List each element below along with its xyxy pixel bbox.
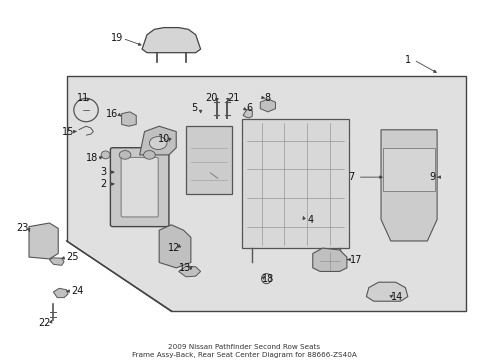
Text: 23: 23 [17, 224, 29, 233]
Text: 18: 18 [86, 153, 98, 163]
Polygon shape [380, 130, 436, 241]
Polygon shape [312, 248, 346, 271]
Polygon shape [159, 225, 190, 268]
Polygon shape [178, 266, 200, 277]
Text: 14: 14 [390, 292, 402, 302]
Polygon shape [140, 126, 176, 155]
Text: 15: 15 [61, 127, 74, 136]
Text: 20: 20 [205, 93, 217, 103]
Polygon shape [366, 282, 407, 301]
Polygon shape [29, 223, 58, 259]
Polygon shape [243, 109, 252, 118]
Text: 7: 7 [348, 172, 354, 182]
Polygon shape [53, 288, 68, 298]
Text: 5: 5 [191, 103, 198, 113]
Text: 3: 3 [100, 167, 106, 177]
Text: 19: 19 [110, 33, 122, 43]
Text: 25: 25 [66, 252, 79, 262]
Polygon shape [66, 76, 466, 311]
Text: 10: 10 [158, 134, 170, 144]
Text: 1: 1 [404, 55, 410, 65]
Text: 22: 22 [38, 319, 51, 328]
Text: 12: 12 [167, 243, 180, 253]
FancyBboxPatch shape [121, 157, 158, 217]
Circle shape [143, 150, 155, 159]
FancyBboxPatch shape [110, 148, 168, 226]
Text: 4: 4 [306, 215, 313, 225]
Text: 21: 21 [227, 93, 240, 103]
Text: 18: 18 [261, 274, 273, 284]
Text: 9: 9 [428, 172, 434, 182]
Text: 16: 16 [105, 109, 118, 119]
Bar [185, 126, 232, 194]
Text: 13: 13 [179, 263, 191, 273]
Text: 2009 Nissan Pathfinder Second Row Seats
Frame Assy-Back, Rear Seat Center Diagra: 2009 Nissan Pathfinder Second Row Seats … [132, 344, 356, 358]
Ellipse shape [101, 151, 110, 159]
Text: 17: 17 [349, 255, 361, 265]
Polygon shape [142, 28, 200, 53]
Bar [242, 119, 348, 248]
Circle shape [119, 150, 131, 159]
Polygon shape [49, 258, 64, 265]
Text: 8: 8 [264, 93, 270, 103]
Text: 2: 2 [100, 179, 106, 189]
Polygon shape [122, 112, 136, 126]
Text: 11: 11 [76, 93, 88, 103]
Text: 24: 24 [71, 286, 84, 296]
Circle shape [149, 136, 166, 149]
Bar [383, 148, 434, 191]
Text: 6: 6 [246, 103, 252, 113]
